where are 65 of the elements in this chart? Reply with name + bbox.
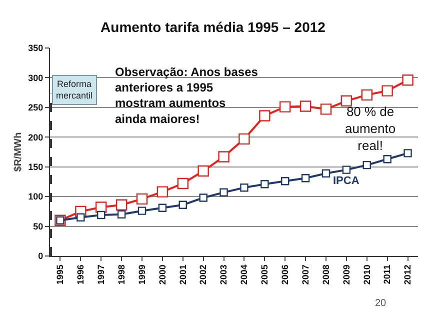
point	[362, 160, 371, 170]
point	[342, 166, 351, 174]
point	[340, 95, 352, 106]
series-label: IPCA	[333, 175, 360, 187]
chart-title: Aumento tarifa média 1995 – 2012	[100, 19, 326, 36]
y-axis-title: $R/MWh	[13, 132, 24, 172]
ref-line-label: Reforma mercantil	[56, 79, 93, 101]
x-tick-label: 2004	[239, 264, 250, 285]
point	[281, 177, 290, 186]
x-tick-label: 2002	[198, 264, 208, 285]
point	[382, 85, 393, 96]
point	[199, 194, 208, 202]
point	[240, 184, 248, 192]
point	[138, 206, 146, 215]
point	[301, 174, 310, 182]
y-tick-label: 250	[28, 102, 44, 113]
x-tick-label: 2010	[362, 264, 372, 285]
point	[280, 101, 291, 112]
point	[383, 155, 392, 164]
annotation: Observação: Anos bases anteriores a 1995 mostram aumentos ainda maiores!	[115, 65, 258, 126]
point	[322, 169, 330, 178]
point	[300, 100, 312, 112]
point	[220, 188, 228, 197]
y-tick-label: 100	[28, 192, 44, 202]
annotation: 80 % de aumento real!	[345, 104, 396, 153]
point	[404, 149, 412, 158]
point	[136, 193, 148, 205]
point	[158, 204, 167, 212]
x-tick-label: 1996	[76, 264, 86, 285]
point	[178, 200, 187, 209]
point	[238, 133, 250, 145]
x-tick-label: 1998	[116, 264, 126, 285]
x-tick-label: 2012	[402, 264, 413, 285]
y-tick-label: 0	[38, 251, 44, 262]
x-tick-label: 2009	[341, 264, 352, 285]
x-tick-label: 2003	[218, 264, 229, 285]
y-tick-label: 200	[28, 132, 44, 142]
x-tick-label: 2005	[260, 264, 270, 285]
point	[361, 89, 372, 101]
x-tick-label: 2007	[300, 264, 310, 285]
point	[177, 178, 188, 190]
x-tick-label: 2001	[178, 264, 188, 285]
point	[97, 210, 106, 220]
y-tick-label: 50	[33, 221, 44, 232]
x-tick-label: 2000	[157, 264, 168, 285]
text: 20	[375, 298, 387, 309]
x-tick-label: 1997	[96, 264, 106, 285]
x-tick-label: 2011	[382, 264, 392, 284]
x-tick-label: 1999	[136, 264, 147, 285]
point	[198, 165, 209, 177]
point	[117, 210, 126, 218]
y-tick-label: 350	[28, 43, 44, 54]
point	[259, 110, 270, 122]
point	[156, 186, 168, 198]
y-tick-label: 300	[28, 72, 44, 83]
point	[76, 213, 85, 222]
point	[116, 199, 128, 210]
point	[260, 180, 269, 188]
x-tick-label: 1995	[55, 264, 66, 285]
point	[402, 74, 414, 86]
x-tick-label: 2008	[320, 264, 331, 285]
y-tick-label: 150	[28, 162, 44, 172]
point	[320, 104, 332, 115]
point	[218, 151, 230, 162]
x-tick-label: 2006	[280, 264, 290, 285]
